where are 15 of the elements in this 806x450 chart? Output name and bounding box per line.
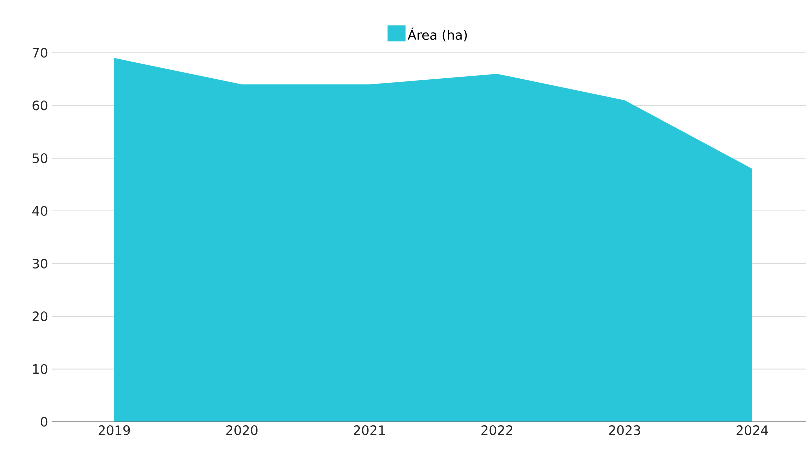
- y-tick-label: 30: [32, 258, 48, 269]
- x-tick-label: 2023: [609, 426, 640, 436]
- x-tick-label: 2019: [98, 426, 130, 436]
- x-tick-label: 2022: [482, 426, 512, 436]
- y-tick-label: 70: [32, 48, 48, 58]
- y-tick-label: 10: [33, 364, 48, 374]
- legend-label: Área (ha): [408, 28, 468, 42]
- x-tick-label: 2024: [736, 426, 768, 436]
- y-tick-label: 0: [41, 417, 48, 427]
- y-tick-label: 40: [32, 206, 48, 216]
- y-tick-label: 20: [32, 312, 48, 322]
- x-tick-label: 2020: [226, 426, 258, 436]
- y-tick-label: 60: [32, 100, 48, 111]
- y-tick-label: 50: [32, 154, 48, 164]
- x-tick-label: 2021: [354, 426, 386, 436]
